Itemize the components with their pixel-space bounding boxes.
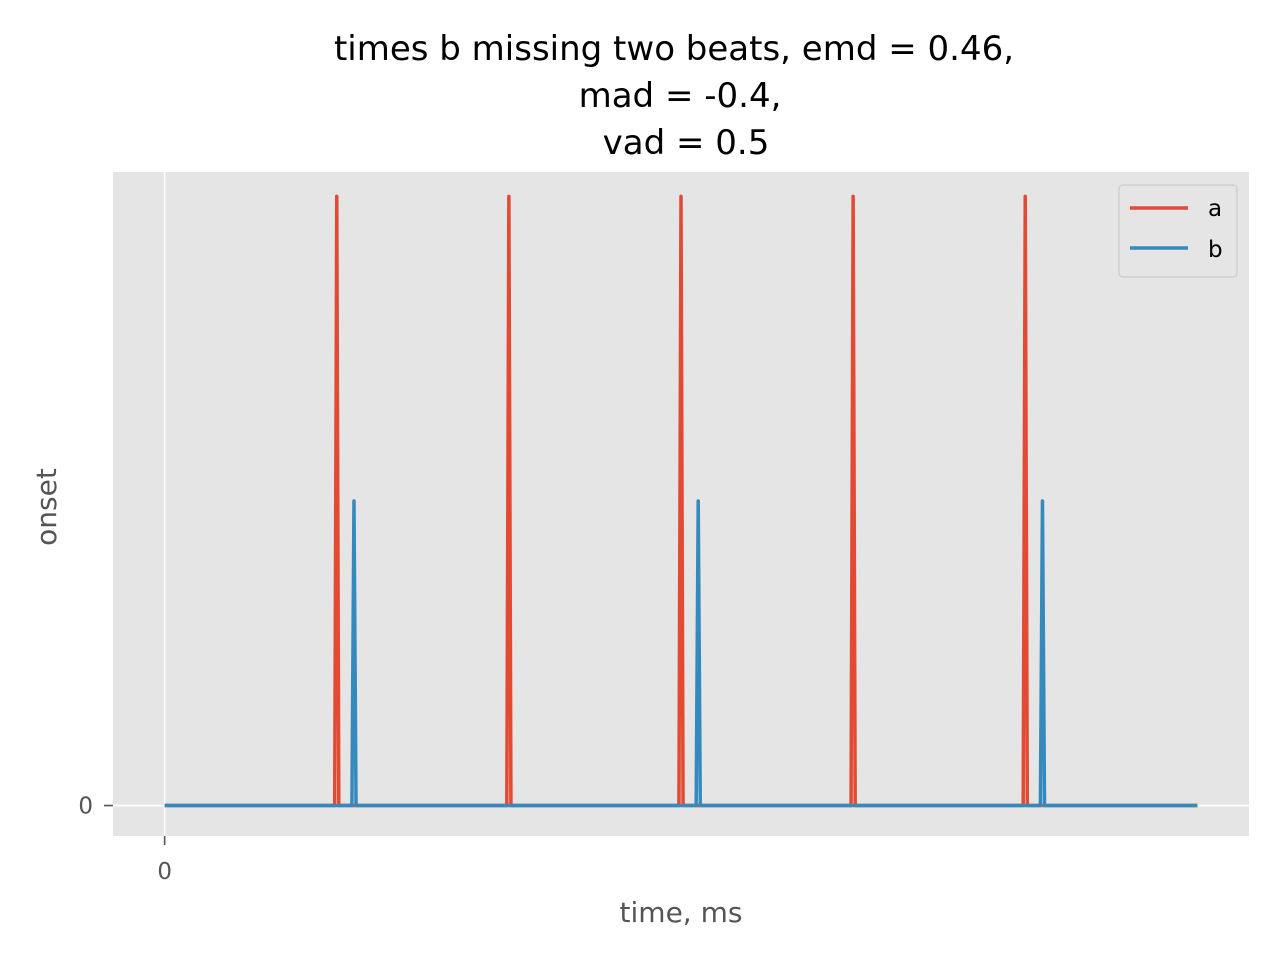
series-line-a xyxy=(164,194,1198,808)
legend-label-b: b xyxy=(1208,237,1223,263)
chart-title-line-2: mad = -0.4, xyxy=(579,76,782,116)
chart-title-line-3: vad = 0.5 xyxy=(603,123,770,163)
chart-title-line-1: times b missing two beats, emd = 0.46, xyxy=(334,29,1014,69)
y-tick-label-0: 0 xyxy=(78,794,93,820)
legend: a b xyxy=(1118,184,1238,278)
x-axis-label: time, ms xyxy=(620,896,743,929)
y-axis-label: onset xyxy=(30,468,63,546)
series-line-b xyxy=(164,499,1198,808)
x-tick-label-0: 0 xyxy=(157,859,172,885)
series-group xyxy=(164,194,1198,808)
ticks: 00 xyxy=(78,794,172,885)
legend-label-a: a xyxy=(1208,196,1222,222)
